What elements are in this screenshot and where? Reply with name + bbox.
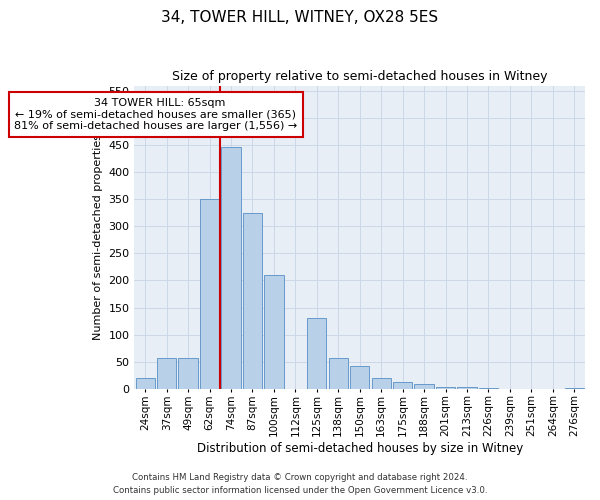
Bar <box>136 378 155 389</box>
Text: Contains HM Land Registry data © Crown copyright and database right 2024.
Contai: Contains HM Land Registry data © Crown c… <box>113 474 487 495</box>
Text: 34 TOWER HILL: 65sqm
← 19% of semi-detached houses are smaller (365)
81% of semi: 34 TOWER HILL: 65sqm ← 19% of semi-detac… <box>14 98 298 131</box>
Title: Size of property relative to semi-detached houses in Witney: Size of property relative to semi-detach… <box>172 70 547 83</box>
Bar <box>479 388 498 389</box>
Bar <box>436 387 455 389</box>
Text: 34, TOWER HILL, WITNEY, OX28 5ES: 34, TOWER HILL, WITNEY, OX28 5ES <box>161 10 439 25</box>
Bar <box>243 213 262 389</box>
Bar <box>457 387 476 389</box>
Bar <box>200 200 219 389</box>
Bar <box>221 146 241 389</box>
Bar <box>393 382 412 389</box>
X-axis label: Distribution of semi-detached houses by size in Witney: Distribution of semi-detached houses by … <box>197 442 523 455</box>
Y-axis label: Number of semi-detached properties: Number of semi-detached properties <box>93 134 103 340</box>
Bar <box>329 358 348 389</box>
Bar <box>264 275 284 389</box>
Bar <box>307 318 326 389</box>
Bar <box>178 358 198 389</box>
Bar <box>415 384 434 389</box>
Bar <box>565 388 584 389</box>
Bar <box>157 358 176 389</box>
Bar <box>350 366 370 389</box>
Bar <box>371 378 391 389</box>
